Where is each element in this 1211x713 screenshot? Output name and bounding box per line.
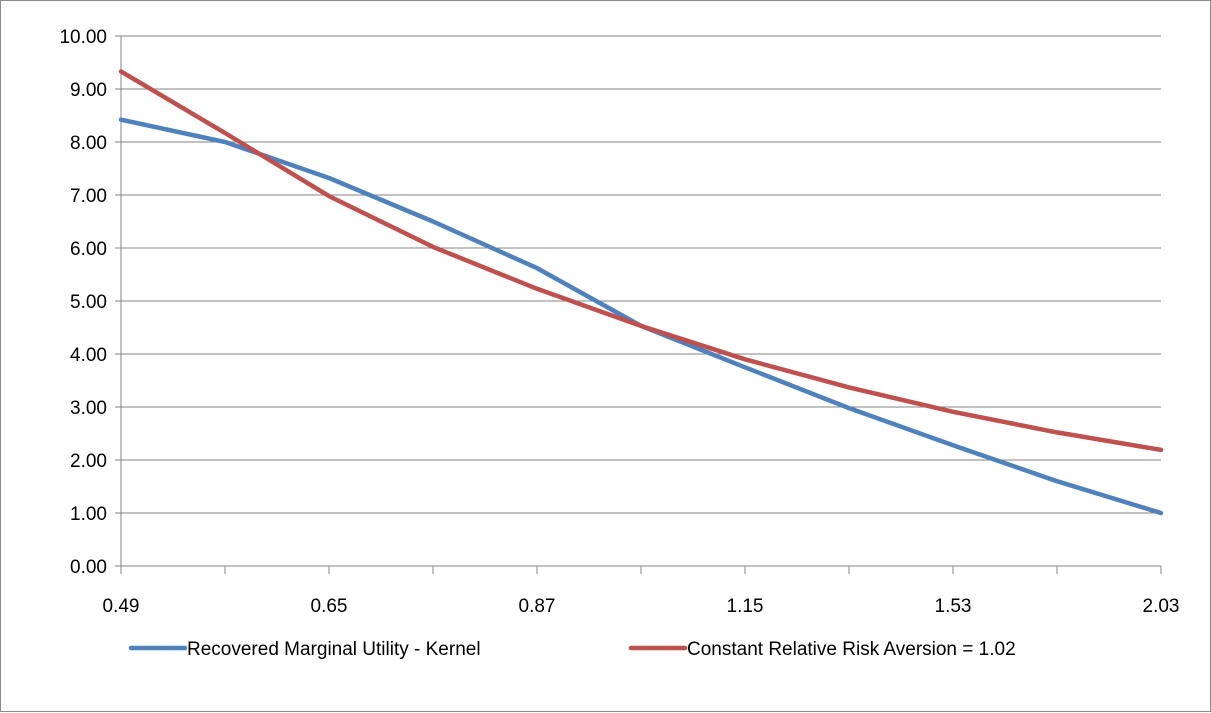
x-tick-label: 0.87 — [519, 596, 556, 617]
x-tick-label: 0.49 — [103, 596, 140, 617]
x-tick-label: 0.65 — [311, 596, 348, 617]
y-tick-label: 2.00 — [70, 451, 107, 472]
y-tick-label: 4.00 — [70, 345, 107, 366]
y-tick-label: 10.00 — [59, 27, 107, 48]
y-tick-label: 7.00 — [70, 186, 107, 207]
y-tick-label: 9.00 — [70, 80, 107, 101]
x-axis-tick-labels: 0.49 0.65 0.87 1.15 1.53 2.03 — [103, 596, 1180, 617]
legend-label: Constant Relative Risk Aversion = 1.02 — [687, 639, 1016, 660]
y-axis-tick-labels: 0.00 1.00 2.00 3.00 4.00 5.00 6.00 7.00 8.00 9.00… — [59, 27, 107, 578]
legend-label: Recovered Marginal Utility - Kernel — [187, 639, 481, 660]
y-tick-label: 0.00 — [70, 557, 107, 578]
y-tick-label: 5.00 — [70, 292, 107, 313]
legend: Recovered Marginal Utility - Kernel Const… — [128, 639, 1016, 660]
series-line-1 — [118, 117, 1164, 516]
y-tick-label: 6.00 — [70, 239, 107, 260]
y-tick-label: 8.00 — [70, 133, 107, 154]
y-tick-label: 1.00 — [70, 504, 107, 525]
axes — [115, 35, 1162, 574]
series-lines — [118, 69, 1164, 516]
y-tick-label: 3.00 — [70, 398, 107, 419]
series-line-2 — [118, 69, 1164, 453]
x-tick-label: 2.03 — [1143, 596, 1180, 617]
gridlines — [121, 35, 1161, 514]
x-tick-label: 1.53 — [935, 596, 972, 617]
x-tick-label: 1.15 — [727, 596, 764, 617]
